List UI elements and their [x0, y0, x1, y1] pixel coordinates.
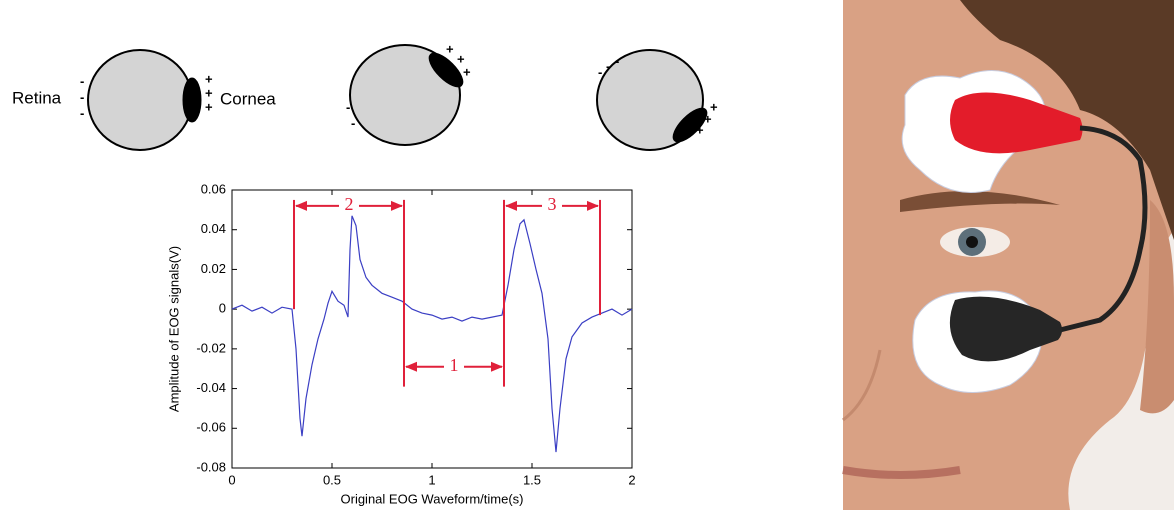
plus: +	[696, 122, 704, 137]
plus: +	[446, 41, 454, 56]
plus: +	[205, 71, 213, 86]
x-axis-label: Original EOG Waveform/time(s)	[341, 491, 524, 506]
minus: -	[346, 99, 350, 114]
plot-frame	[232, 190, 632, 468]
retina-label: Retina	[12, 88, 62, 107]
x-tick-label: 2	[628, 472, 635, 487]
x-tick-label: 1	[428, 472, 435, 487]
minus: -	[351, 115, 355, 130]
y-axis-label: Amplitude of EOG signals(V)	[166, 246, 181, 412]
plus: +	[463, 64, 471, 79]
minus: -	[80, 89, 84, 104]
y-tick-label: -0.04	[196, 380, 226, 395]
cornea-shape	[183, 78, 201, 122]
y-tick-label: 0.04	[201, 221, 226, 236]
x-tick-label: 0.5	[323, 472, 341, 487]
plus: +	[205, 99, 213, 114]
y-tick-label: 0	[219, 301, 226, 316]
y-tick-label: 0.06	[201, 181, 226, 196]
figure: Retina Cornea + + + - - - + + + - - + + …	[0, 0, 1174, 510]
x-tick-label: 1.5	[523, 472, 541, 487]
plus: +	[704, 111, 712, 126]
cornea-label: Cornea	[220, 89, 276, 108]
y-tick-label: -0.08	[196, 459, 226, 474]
minus: -	[615, 53, 619, 68]
minus: -	[80, 105, 84, 120]
interval-label: 3	[548, 194, 557, 214]
y-tick-label: -0.02	[196, 340, 226, 355]
minus: -	[606, 58, 610, 73]
eye	[88, 50, 192, 150]
interval-label: 1	[450, 355, 459, 375]
x-tick-label: 0	[228, 472, 235, 487]
photo	[843, 0, 1174, 510]
y-tick-label: -0.06	[196, 420, 226, 435]
minus: -	[598, 64, 602, 79]
interval-label: 2	[345, 194, 354, 214]
plus: +	[205, 85, 213, 100]
minus: -	[80, 73, 84, 88]
y-tick-label: 0.02	[201, 261, 226, 276]
